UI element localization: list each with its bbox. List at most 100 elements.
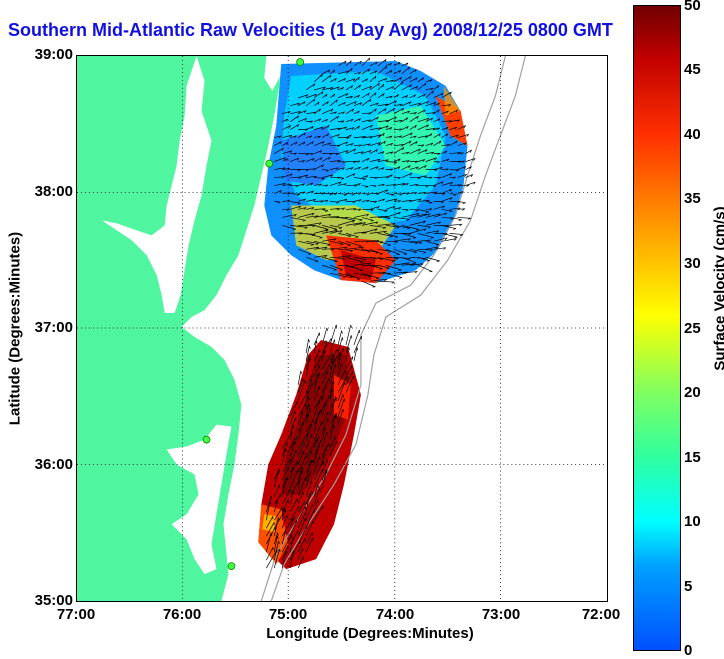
velocity-vector-head [344,126,347,130]
velocity-vector [274,141,282,146]
velocity-vector [385,100,397,107]
velocity-vector [321,447,327,465]
velocity-vector-head [304,118,308,121]
velocity-vector [385,69,393,75]
velocity-vector [313,468,323,489]
velocity-vector-head [350,96,353,99]
velocity-vector-head [345,150,349,153]
velocity-vector [321,101,329,107]
velocity-vector [385,256,399,259]
velocity-vector [289,498,298,513]
velocity-vector-head [317,101,320,105]
velocity-map[interactable] [76,55,608,602]
velocity-vector [329,349,338,362]
velocity-vector-head [424,82,427,86]
velocity-vector [457,208,465,210]
colorbar-tick: 10 [684,513,701,530]
velocity-vector-head [401,108,405,112]
velocity-vector [305,520,314,537]
velocity-vector [393,271,408,274]
velocity-vector [282,184,292,186]
velocity-vector [337,219,355,226]
velocity-vector [345,173,356,178]
velocity-vector-head [414,69,417,73]
velocity-vector-head [325,340,328,344]
velocity-vector-head [390,151,394,155]
bathymetry-contours [260,56,526,601]
velocity-vector [313,456,320,473]
velocity-vector [337,126,347,131]
velocity-vector-head [375,149,378,153]
velocity-vector [273,468,280,481]
velocity-vector-head [289,150,293,154]
velocity-vector [353,231,368,234]
velocity-vector-head [331,388,334,392]
velocity-vector [417,225,431,228]
velocity-vector [305,503,313,521]
velocity-vector [298,117,307,123]
velocity-vector-head [384,59,387,63]
map-plot-area[interactable] [76,55,608,602]
velocity-vector [290,102,300,107]
velocity-vector [265,516,274,529]
velocity-vector [305,141,314,146]
velocity-vector [353,183,361,186]
velocity-vector-head [398,61,401,65]
velocity-vector [337,101,346,107]
velocity-vector-head [437,102,440,106]
velocity-vector [409,240,423,243]
velocity-vector [401,151,410,155]
velocity-vector-head [445,168,449,171]
velocity-vector-head [325,229,329,233]
velocity-vector-head [394,236,398,238]
velocity-vector-head [297,202,301,205]
velocity-vector [281,550,287,569]
velocity-vector [361,57,370,67]
velocity-vector-head [469,166,472,170]
velocity-vector-head [269,500,272,504]
pamlico-sound [166,424,232,575]
velocity-vector-head [410,132,413,136]
velocity-vector [313,332,320,346]
velocity-vector [281,514,288,529]
velocity-vector [393,262,410,266]
velocity-vector [274,147,284,154]
velocity-vector [329,396,337,417]
velocity-vector [313,422,323,441]
velocity-vector [282,125,291,131]
velocity-vector-head [351,108,354,112]
velocity-vector [337,408,344,425]
velocity-vector [345,375,354,393]
velocity-vector-head [358,118,361,122]
velocity-vector [425,208,433,210]
velocity-vector [409,112,417,115]
velocity-vector-head [286,208,290,211]
velocity-vector [385,198,398,202]
velocity-vector [361,78,368,83]
velocity-vector-head [464,142,467,146]
velocity-vector [409,183,419,186]
velocity-vector-head [376,193,380,196]
velocity-vector [393,94,399,99]
velocity-vector [369,149,378,154]
velocity-vector-head [342,207,345,211]
velocity-vector-head [345,93,349,96]
velocity-vector [290,152,297,155]
velocity-vector [274,190,282,194]
velocity-vector [441,233,458,238]
velocity-vector-head [359,102,363,106]
velocity-vector [345,143,354,147]
velocity-vector-head [358,166,361,170]
velocity-vector-head [303,207,307,210]
velocity-vector [353,160,361,162]
velocity-vector [329,78,337,83]
velocity-vector [337,363,342,377]
velocity-vector-head [321,164,324,168]
velocity-vector [329,436,336,449]
velocity-vector-head [303,141,306,145]
velocity-vector [345,233,359,238]
velocity-vector-head [341,337,344,341]
velocity-vector-head [423,192,427,195]
velocity-vector-head [438,133,441,137]
velocity-vector-head [334,111,337,115]
